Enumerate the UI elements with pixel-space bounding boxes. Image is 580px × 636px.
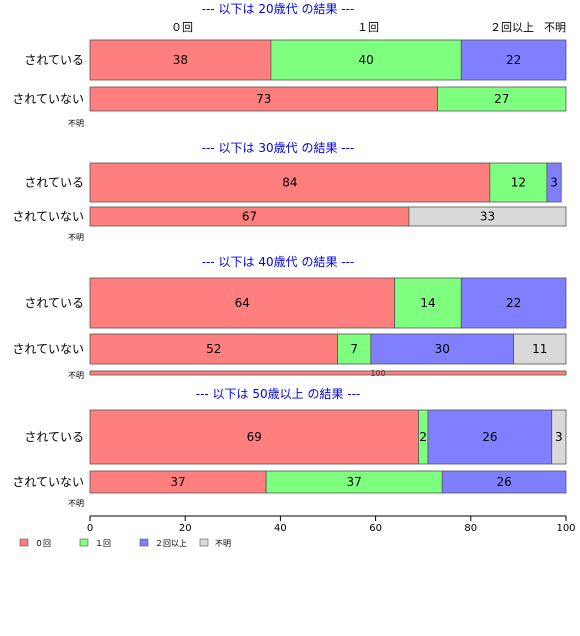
x-tick-label: 80: [464, 523, 477, 534]
bar-segment: [394, 277, 462, 329]
data-label: 3: [550, 176, 558, 190]
data-label: 40: [358, 53, 373, 67]
row-label: 不明: [68, 371, 84, 380]
data-label: 26: [496, 475, 511, 489]
x-tick-label: 40: [274, 523, 287, 534]
row-label: されている: [24, 176, 84, 190]
header-category-label: ０回: [171, 21, 193, 34]
panel-title: --- 以下は 30歳代 の結果 ---: [202, 141, 355, 155]
data-label: 52: [206, 342, 221, 356]
row-label: 不明: [68, 499, 84, 508]
bar-segment: [546, 162, 562, 203]
row-label: されていない: [12, 475, 84, 489]
data-label: 37: [347, 475, 362, 489]
row-label: されていない: [12, 342, 84, 356]
x-tick-label: 0: [87, 523, 93, 534]
row-label: されている: [24, 430, 84, 444]
data-label: 22: [506, 296, 521, 310]
bar-segment: [437, 86, 567, 112]
bar-segment: [89, 162, 491, 203]
data-label: 84: [282, 176, 297, 190]
bar-segment: [513, 333, 567, 365]
row-label: されている: [24, 53, 84, 67]
bar-segment: [89, 333, 338, 365]
data-label: 11: [532, 342, 547, 356]
legend-label: ０回: [35, 539, 51, 548]
bar-segment: [460, 39, 567, 81]
bar-segment: [270, 39, 462, 81]
bar-segment: [551, 409, 567, 465]
row-label: 不明: [68, 119, 84, 128]
panel-title: --- 以下は 50歳以上 の結果 ---: [196, 387, 361, 401]
data-label: 100: [370, 369, 385, 378]
header-category-label: 不明: [544, 21, 566, 34]
data-label: 64: [235, 296, 250, 310]
data-label: 2: [419, 430, 427, 444]
data-label: 3: [555, 430, 563, 444]
bar-segment: [89, 277, 396, 329]
data-label: 69: [247, 430, 262, 444]
panel-title: --- 以下は 40歳代 の結果 ---: [202, 255, 355, 269]
data-label: 27: [494, 92, 509, 106]
x-tick-label: 100: [556, 523, 575, 534]
legend-swatch: [79, 538, 89, 547]
bar-segment: [370, 333, 515, 365]
data-label: 37: [170, 475, 185, 489]
bar-segment: [89, 39, 272, 81]
header-category-label: １回: [357, 21, 379, 34]
row-label: されていない: [12, 92, 84, 106]
legend-label: 不明: [215, 539, 231, 548]
bar-segment: [460, 277, 567, 329]
legend-swatch: [139, 538, 149, 547]
data-label: 73: [256, 92, 271, 106]
bar-segment: [489, 162, 548, 203]
data-label: 12: [511, 176, 526, 190]
row-label: されている: [24, 296, 84, 310]
bar-segment: [441, 470, 567, 494]
data-label: 26: [482, 430, 497, 444]
data-label: 22: [506, 53, 521, 67]
bar-segment: [408, 206, 567, 227]
x-tick-label: 60: [369, 523, 382, 534]
row-label: 不明: [68, 233, 84, 242]
bar-segment: [89, 370, 567, 376]
data-label: 7: [350, 342, 358, 356]
bar-segment: [89, 409, 419, 465]
legend-swatch: [199, 538, 209, 547]
data-label: 30: [435, 342, 450, 356]
legend-label: １回: [95, 539, 111, 548]
data-label: 33: [480, 210, 495, 224]
legend-swatch: [19, 538, 29, 547]
data-label: 67: [242, 210, 257, 224]
data-label: 14: [420, 296, 435, 310]
row-label: されていない: [12, 210, 84, 224]
bar-segment: [427, 409, 553, 465]
data-label: 38: [173, 53, 188, 67]
legend-label: ２回以上: [155, 539, 187, 548]
x-tick-label: 20: [179, 523, 192, 534]
panel-title: --- 以下は 20歳代 の結果 ---: [202, 2, 355, 16]
header-category-label: ２回以上: [490, 21, 534, 34]
